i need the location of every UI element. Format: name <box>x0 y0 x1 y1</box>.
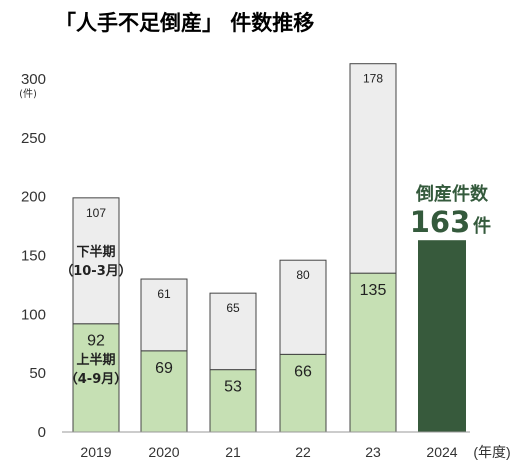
inline-legend-lower: 上半期 （4-9月） <box>65 352 128 387</box>
x-tick-label: 23 <box>365 444 381 460</box>
bar-second-half-value: 80 <box>296 268 310 282</box>
bar-second-half-value: 65 <box>226 301 240 315</box>
y-tick-label: 0 <box>38 424 46 441</box>
bar-second-half <box>349 63 397 274</box>
x-axis-ticks: 2019 2020 21 22 23 2024 <box>80 444 457 460</box>
legend-lower-line2: （4-9月） <box>65 371 128 387</box>
x-tick-label: 2020 <box>148 444 179 460</box>
bar-first-half-value: 92 <box>87 333 105 350</box>
chart-title: 「人手不足倒産」 件数推移 <box>55 11 314 35</box>
y-tick-label: 150 <box>21 248 46 265</box>
bar-first-half-value: 66 <box>294 363 312 380</box>
bar-second-half <box>72 197 120 325</box>
inline-legend-upper: 下半期 （10-3月） <box>60 244 132 279</box>
bar-second-half <box>209 292 257 371</box>
bars: 92 107 69 61 53 65 66 80 135 178 <box>72 63 466 433</box>
y-tick-label: 100 <box>21 306 46 323</box>
bar-second-half-value: 107 <box>86 206 106 220</box>
x-tick-label: 21 <box>225 444 241 460</box>
x-tick-label: 22 <box>295 444 311 460</box>
bar-second-half <box>279 259 327 355</box>
bar-second-half-value: 178 <box>363 72 383 86</box>
legend-upper-line1: 下半期 <box>76 244 115 260</box>
bar-second-half <box>140 278 188 352</box>
legend-upper-line2: （10-3月） <box>60 263 132 279</box>
y-axis-ticks: 0 50 100 150 200 250 300 <box>21 71 46 441</box>
y-tick-label: 50 <box>29 365 46 382</box>
legend-lower-line1: 上半期 <box>76 352 115 368</box>
y-axis-unit: (件) <box>19 88 37 100</box>
bar-first-half-value: 69 <box>155 360 173 377</box>
x-tick-label: 2024 <box>426 444 457 460</box>
y-tick-label: 250 <box>21 130 46 147</box>
bar-first-half-value: 53 <box>224 379 242 396</box>
callout-value: 163 <box>410 205 471 239</box>
x-tick-label: 2019 <box>80 444 111 460</box>
y-tick-label: 200 <box>21 189 46 206</box>
callout-unit: 件 <box>473 215 491 237</box>
bar-first-half <box>72 323 120 433</box>
bar-total-2024 <box>418 240 466 432</box>
y-tick-label: 300 <box>21 71 46 88</box>
bar-second-half-value: 61 <box>157 287 171 301</box>
x-axis-unit: (年度) <box>473 444 510 460</box>
callout: 倒産件数 163 件 <box>410 183 491 239</box>
callout-label: 倒産件数 <box>415 183 489 205</box>
bar-first-half-value: 135 <box>360 282 387 299</box>
